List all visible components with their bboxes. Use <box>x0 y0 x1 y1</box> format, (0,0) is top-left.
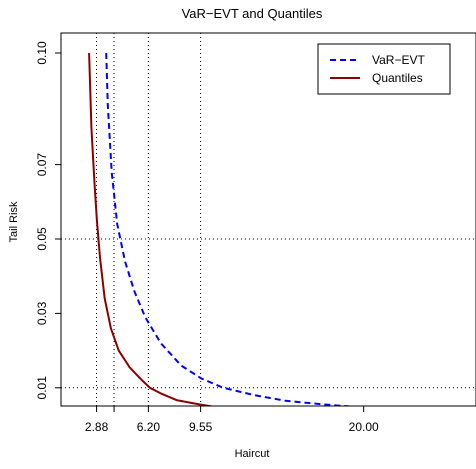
series-line-var-evt <box>105 52 358 406</box>
legend: VaR−EVT Quantiles <box>317 43 451 95</box>
series-line-quantiles <box>88 52 216 406</box>
y-tick-label: 0.01 <box>35 376 49 400</box>
series-lines <box>88 52 358 406</box>
legend-box <box>317 43 451 95</box>
y-axis-label: Tail Risk <box>8 201 20 242</box>
x-axis-label: Haircut <box>235 448 270 460</box>
y-tick-label: 0.03 <box>35 301 49 325</box>
legend-label: Quantiles <box>372 71 423 85</box>
y-tick-label: 0.07 <box>35 153 49 177</box>
x-tick-label: 2.88 <box>85 420 109 434</box>
chart-title: VaR−EVT and Quantiles <box>182 6 323 21</box>
y-tick-label: 0.05 <box>35 227 49 251</box>
y-tick-label: 0.10 <box>35 41 49 65</box>
x-tick-label: 9.55 <box>189 420 213 434</box>
legend-label: VaR−EVT <box>372 53 425 67</box>
y-axis: 0.01 0.03 0.05 0.07 0.10 <box>35 41 62 400</box>
x-tick-label: 20.00 <box>349 420 379 434</box>
x-axis: 2.88 6.20 9.55 20.00 <box>85 405 379 434</box>
x-tick-label: 6.20 <box>137 420 161 434</box>
